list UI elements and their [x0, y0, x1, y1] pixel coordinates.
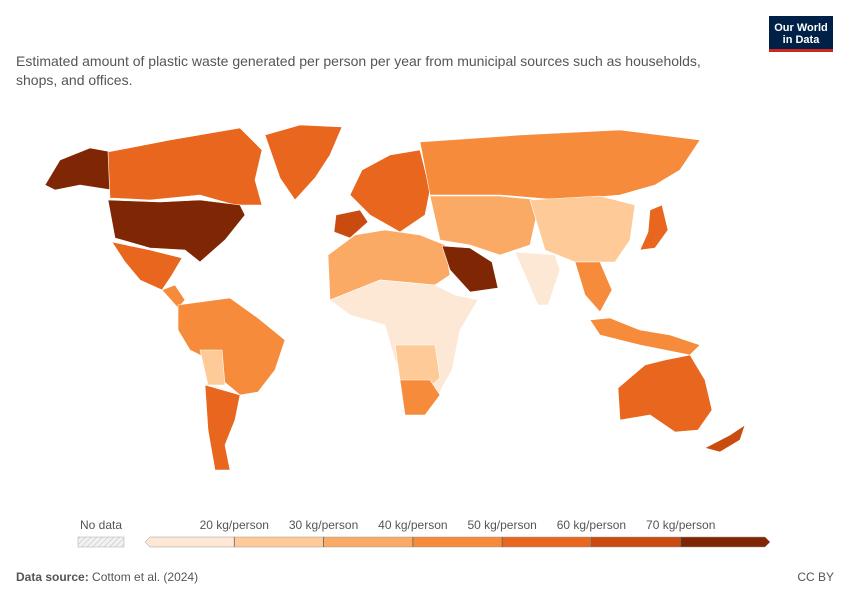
license: CC BY — [797, 570, 834, 584]
footer-source: Data source: Cottom et al. (2024) — [16, 570, 198, 584]
legend-tick-label: 30 kg/person — [289, 518, 358, 532]
country[interactable] — [107, 127, 263, 206]
country[interactable] — [44, 147, 113, 191]
country[interactable] — [514, 251, 561, 306]
logo-underline — [769, 49, 833, 52]
country[interactable] — [704, 424, 746, 453]
country[interactable] — [589, 317, 701, 356]
country[interactable] — [264, 124, 343, 201]
country[interactable] — [107, 199, 246, 263]
country[interactable] — [639, 204, 669, 251]
legend-tick-label: 50 kg/person — [467, 518, 536, 532]
country[interactable] — [161, 284, 186, 309]
logo-box[interactable] — [769, 16, 833, 52]
legend: 20 kg/person 30 kg/person 40 kg/person 50 k… — [144, 518, 771, 548]
country[interactable] — [177, 297, 286, 396]
country[interactable] — [204, 384, 241, 471]
legend-bin[interactable] — [591, 536, 681, 548]
legend-bin[interactable] — [234, 536, 324, 548]
country[interactable] — [419, 129, 701, 201]
country[interactable] — [429, 195, 541, 256]
country[interactable] — [329, 279, 479, 401]
legend-no-data-swatch[interactable] — [77, 536, 125, 548]
subtitle: Estimated amount of plastic waste genera… — [16, 53, 701, 69]
legend-bin[interactable] — [680, 536, 771, 548]
legend-no-data-label: No data — [80, 518, 122, 532]
world-map — [44, 124, 746, 471]
country[interactable] — [111, 241, 183, 291]
legend-bin[interactable] — [144, 536, 235, 548]
logo-text: in Data — [783, 34, 821, 46]
country[interactable] — [441, 245, 499, 293]
source-label: Data source: — [16, 570, 89, 584]
country[interactable] — [529, 195, 636, 263]
legend-bin[interactable] — [323, 536, 414, 548]
country[interactable] — [617, 354, 713, 433]
country[interactable] — [574, 261, 613, 313]
legend-bin[interactable] — [501, 536, 592, 548]
subtitle: shops, and offices. — [16, 72, 132, 88]
country[interactable] — [333, 209, 369, 239]
legend-bin[interactable] — [412, 536, 503, 548]
country[interactable] — [199, 349, 226, 386]
source: Cottom et al. (2024) — [92, 570, 198, 584]
legend-tick-label: 60 kg/person — [557, 518, 626, 532]
country[interactable] — [349, 149, 431, 233]
legend-tick-label: 40 kg/person — [378, 518, 447, 532]
country[interactable] — [399, 379, 441, 416]
legend-tick-label: 20 kg/person — [200, 518, 269, 532]
legend-tick-label: 70 kg/person — [646, 518, 715, 532]
logo-text: Our World — [774, 22, 828, 34]
